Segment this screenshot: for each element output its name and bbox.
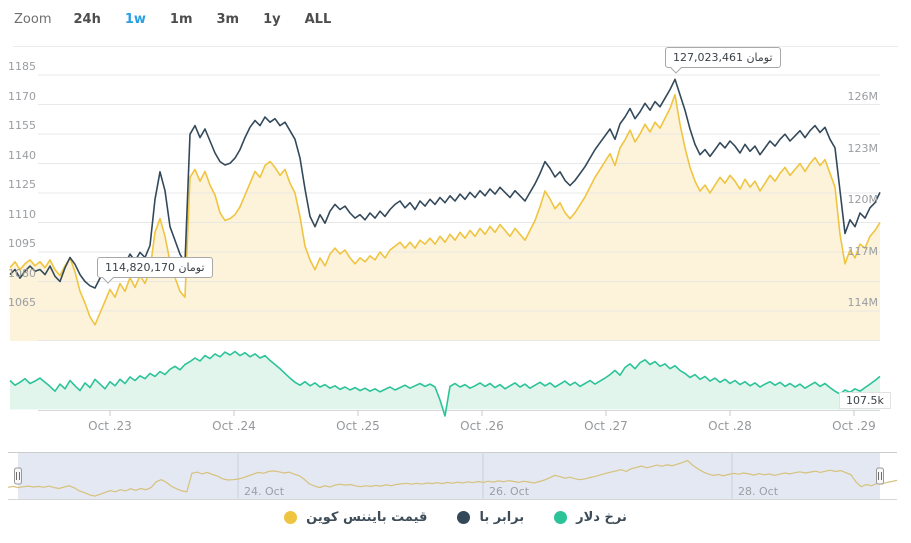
legend-item-label: نرخ دلار: [576, 510, 627, 525]
series-equal-toman-line: [9, 78, 881, 289]
zoom-button-1y[interactable]: 1y: [263, 12, 281, 27]
toolbar-separator: [13, 46, 898, 47]
navigator-series-line: [7, 459, 898, 497]
legend: قیمت بایننس کوین برابر با نرخ دلار: [0, 510, 911, 525]
zoom-button-1w[interactable]: 1w: [124, 12, 146, 27]
zoom-button-24h[interactable]: 24h: [73, 12, 101, 27]
legend-item-binance-price[interactable]: قیمت بایننس کوین: [284, 510, 427, 525]
min-value-callout: تومان 114,820,170: [97, 257, 213, 278]
zoom-button-3m[interactable]: 3m: [216, 12, 240, 27]
zoom-button-1m[interactable]: 1m: [169, 12, 193, 27]
legend-marker-icon: [457, 511, 471, 524]
legend-marker-icon: [554, 511, 568, 524]
series-dollar-rate-line: [9, 350, 881, 417]
range-toolbar: Zoom 24h 1w 1m 3m 1y ALL: [14, 12, 333, 27]
max-value-callout: تومان 127,023,461: [665, 47, 781, 68]
series-binance-price-line: [9, 93, 881, 326]
series-dollar-rate-area: [10, 351, 880, 416]
series-binance-price-area: [10, 94, 880, 341]
navigator-right-handle[interactable]: [876, 467, 884, 485]
legend-marker-icon: [284, 511, 298, 524]
navigator-left-handle[interactable]: [14, 467, 22, 485]
legend-item-equal-toman[interactable]: برابر با: [457, 510, 524, 525]
navigator-mask[interactable]: [18, 453, 880, 499]
legend-item-label: قیمت بایننس کوین: [306, 510, 428, 525]
legend-item-label: برابر با: [479, 510, 525, 525]
zoom-label: Zoom: [14, 12, 52, 27]
zoom-button-all[interactable]: ALL: [304, 12, 332, 27]
legend-item-dollar-rate[interactable]: نرخ دلار: [554, 510, 627, 525]
dollar-rate-last-label: 107.5k: [839, 392, 891, 409]
